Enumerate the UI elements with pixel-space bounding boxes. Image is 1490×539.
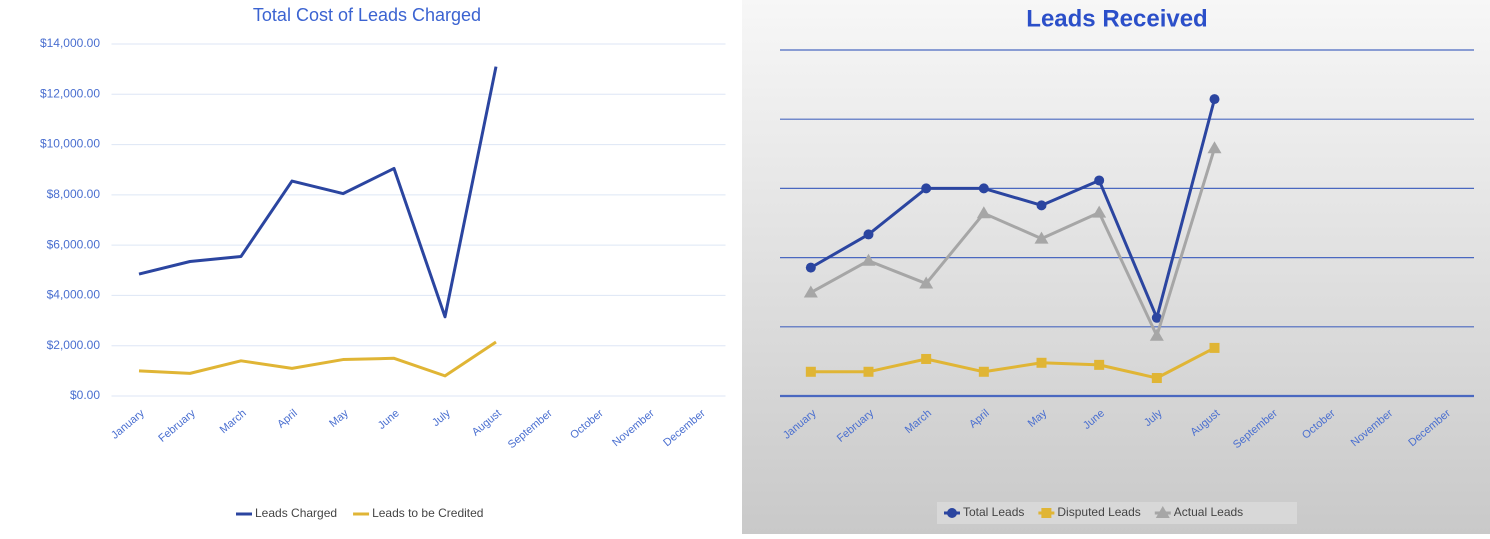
marker <box>921 183 932 194</box>
marker <box>1041 508 1052 518</box>
y-tick-label: $4,000.00 <box>47 288 101 302</box>
marker <box>1151 312 1162 323</box>
marker <box>1209 342 1220 353</box>
y-tick-label: $6,000.00 <box>47 237 101 251</box>
marker <box>1034 231 1049 244</box>
y-tick-label: $2,000.00 <box>47 338 101 352</box>
marker <box>805 366 816 377</box>
chart-title: Leads Received <box>1026 5 1207 32</box>
marker <box>947 508 957 518</box>
marker <box>978 366 989 377</box>
marker <box>863 229 874 240</box>
marker <box>1094 359 1105 370</box>
y-tick-label: $10,000.00 <box>40 137 100 151</box>
right-panel <box>742 0 1490 534</box>
y-tick-label: $14,000.00 <box>40 36 100 50</box>
marker <box>1036 200 1047 211</box>
legend-label: Leads to be Credited <box>372 506 483 520</box>
series-line <box>810 147 1216 338</box>
marker <box>805 262 816 273</box>
marker <box>1207 141 1222 154</box>
y-tick-label: $8,000.00 <box>47 187 101 201</box>
marker <box>1092 205 1107 218</box>
series-line <box>138 340 497 378</box>
chart-title: Total Cost of Leads Charged <box>253 5 481 25</box>
marker <box>919 276 934 289</box>
marker <box>1209 94 1220 105</box>
marker <box>978 183 989 194</box>
series-line <box>138 66 498 319</box>
left-panel <box>0 0 740 534</box>
marker <box>1036 357 1047 368</box>
marker <box>861 253 876 266</box>
marker <box>921 353 932 364</box>
legend-box <box>937 502 1297 524</box>
marker <box>863 366 874 377</box>
series-line <box>810 346 1216 380</box>
y-tick-label: $12,000.00 <box>40 86 100 100</box>
marker <box>803 285 818 298</box>
marker <box>1149 328 1164 341</box>
marker <box>976 206 991 219</box>
marker <box>1094 175 1105 186</box>
series-line <box>810 98 1216 320</box>
legend-label: Total Leads <box>963 505 1024 519</box>
legend-label: Disputed Leads <box>1057 505 1140 519</box>
y-tick-label: $0.00 <box>70 388 100 402</box>
legend-label: Actual Leads <box>1174 505 1243 519</box>
legend-label: Leads Charged <box>255 506 337 520</box>
marker <box>1151 373 1162 384</box>
marker <box>1155 506 1170 518</box>
